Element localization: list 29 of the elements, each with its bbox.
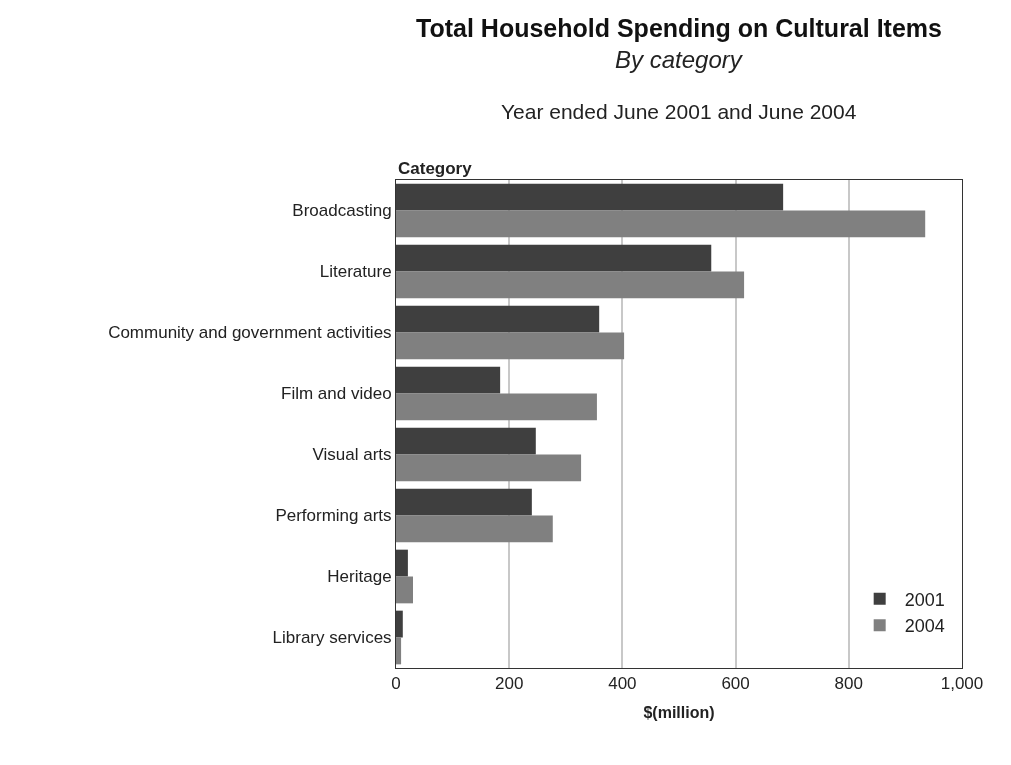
y-tick-label: Performing arts [275, 506, 392, 526]
chart-subtitle: By category [615, 46, 744, 73]
text: Year ended June 2001 and June 2004 [501, 100, 857, 123]
y-tick-label: Community and government activities [108, 323, 392, 343]
x-tick-label: 800 [834, 674, 863, 694]
y-tick-label: Broadcasting [292, 201, 392, 221]
bar [396, 454, 582, 482]
y-tick-label: Literature [319, 262, 392, 282]
y-tick-label: Visual arts [312, 445, 392, 465]
legend-label: 2004 [904, 616, 945, 637]
bar [396, 515, 553, 543]
y-tick-label: Library services [272, 628, 392, 648]
bar [396, 210, 926, 238]
bar [396, 576, 413, 604]
x-tick-label: 200 [495, 674, 524, 694]
y-tick-label: Heritage [327, 567, 392, 587]
chart-title: Total Household Spending on Cultural Items [416, 13, 942, 42]
y-tick-label: Film and video [281, 384, 392, 404]
bar [396, 271, 745, 299]
bar [396, 332, 625, 360]
x-tick-label: 1,000 [940, 674, 984, 694]
x-tick-label: 400 [608, 674, 637, 694]
bar [396, 637, 402, 665]
x-axis-title: $(million) [643, 704, 715, 722]
x-tick-label: 600 [721, 674, 750, 694]
legend-label: 2001 [904, 589, 945, 610]
y-axis-title: Category [398, 159, 473, 178]
x-tick-label: 0 [391, 674, 401, 694]
bar [396, 393, 597, 421]
